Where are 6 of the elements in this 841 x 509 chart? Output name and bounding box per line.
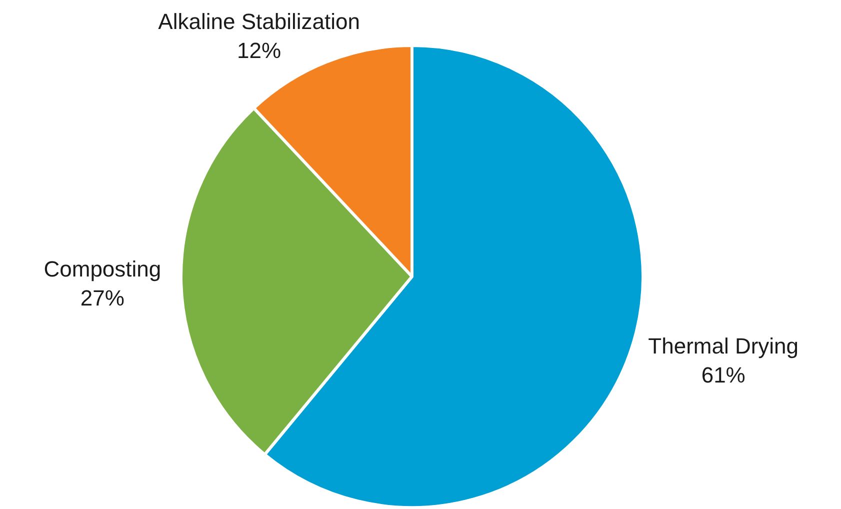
slice-label: Thermal Drying — [648, 334, 799, 359]
slice-label: Alkaline Stabilization — [158, 9, 360, 34]
data-label: 61% — [701, 362, 746, 388]
slice-label: Composting — [44, 256, 162, 282]
data-label: 12% — [237, 38, 282, 64]
data-label: 27% — [80, 285, 124, 310]
